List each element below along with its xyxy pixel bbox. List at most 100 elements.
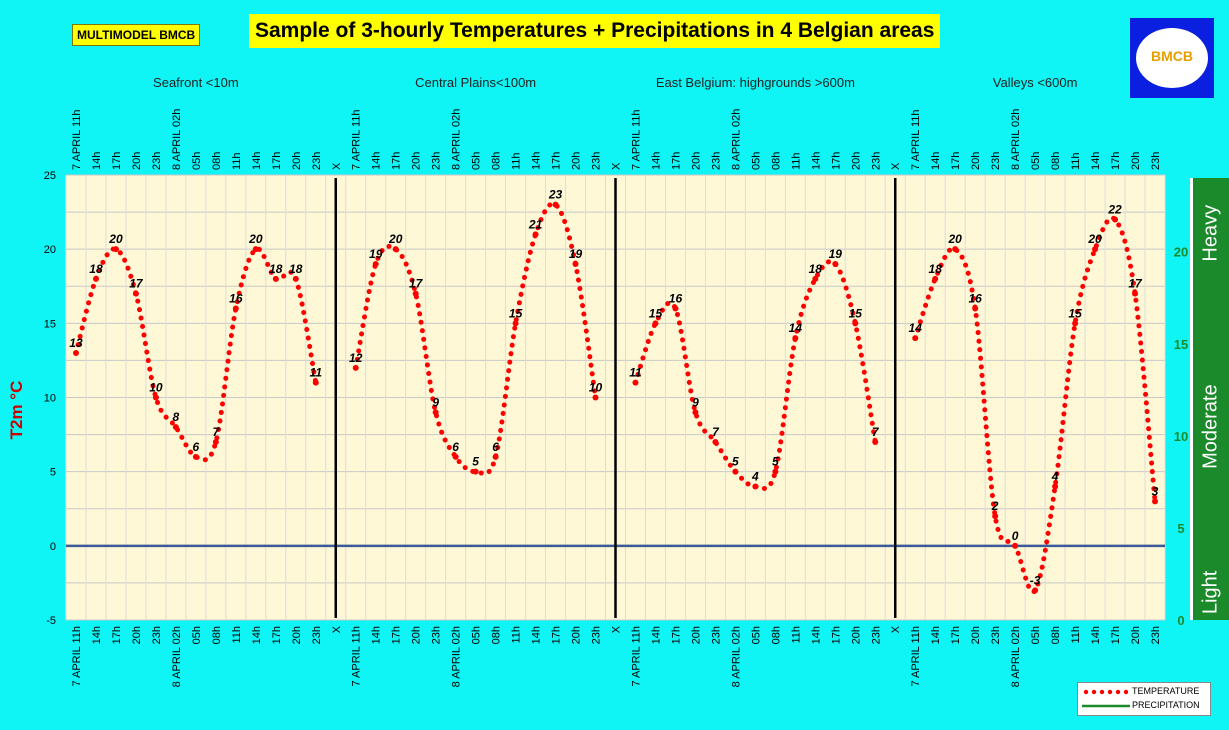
data-label: 5: [472, 455, 479, 469]
temperature-point: [392, 246, 399, 253]
x-tick-label-top: 17h: [670, 152, 682, 170]
legend-precipitation-swatch: [1082, 704, 1130, 708]
temperature-point: [752, 483, 759, 490]
x-tick-label-top: 20h: [411, 152, 423, 170]
x-tick-label-bottom: 14h: [1090, 626, 1102, 644]
x-tick-label-top: 14h: [91, 152, 103, 170]
y-tick-label: 20: [44, 244, 56, 256]
y2-tick-label: 0: [1177, 613, 1184, 628]
data-label: 2: [991, 499, 999, 513]
x-tick-label-bottom: 14h: [371, 626, 383, 644]
x-tick-label-top: 05h: [191, 152, 203, 170]
temperature-point: [352, 364, 359, 371]
logo-text: BMCB: [1151, 48, 1193, 64]
x-tick-label-bottom: 17h: [271, 626, 283, 644]
temperature-point: [592, 394, 599, 401]
data-label: 10: [589, 381, 603, 395]
x-tick-label-bottom: 05h: [750, 626, 762, 644]
x-tick-label-top: 17h: [391, 152, 403, 170]
precip-band-label: Light: [1199, 570, 1221, 614]
x-tick-label-bottom: 14h: [531, 626, 543, 644]
temperature-point: [952, 246, 959, 253]
chart-title: Sample of 3-hourly Temperatures + Precip…: [249, 14, 941, 48]
area-title: Central Plains<100m: [415, 75, 536, 90]
temperature-point: [812, 275, 819, 282]
temperature-point: [232, 305, 239, 312]
temperature-point: [732, 468, 739, 475]
separator-label-top: X: [331, 162, 343, 170]
data-label: 15: [509, 306, 523, 320]
temperature-point: [1072, 320, 1079, 327]
x-tick-label-top: 14h: [930, 152, 942, 170]
data-label: 0: [1012, 529, 1019, 543]
temperature-point: [172, 424, 179, 431]
temperature-point: [372, 261, 379, 267]
x-tick-label-bottom: 14h: [251, 626, 263, 644]
x-tick-label-top: 08h: [770, 152, 782, 170]
x-tick-label-top: 17h: [950, 152, 962, 170]
x-tick-label-bottom: 11h: [231, 626, 243, 644]
data-label: 14: [909, 321, 923, 335]
legend-label-precipitation: PRECIPITATION: [1132, 700, 1200, 710]
temperature-point: [252, 246, 259, 253]
data-label: 15: [649, 306, 663, 320]
x-tick-label-top: 14h: [650, 152, 662, 170]
data-label: 21: [528, 217, 543, 231]
chart-legend: TEMPERATURE PRECIPITATION: [1077, 682, 1211, 716]
data-label: 8: [173, 410, 180, 424]
legend-label-temperature: TEMPERATURE: [1132, 686, 1200, 696]
x-tick-label-bottom: 20h: [970, 626, 982, 644]
x-tick-label-bottom: 11h: [790, 626, 802, 644]
x-tick-label-top: 17h: [271, 152, 283, 170]
precip-band-edge: [1190, 178, 1193, 620]
x-tick-label-top: 7 APRIL 11h: [910, 109, 922, 170]
temperature-point: [692, 409, 699, 416]
x-tick-label-bottom: 17h: [111, 626, 123, 644]
data-label: 4: [1051, 470, 1059, 484]
y2-tick-label: 15: [1174, 337, 1188, 352]
data-label: 15: [849, 306, 863, 320]
data-label: 19: [569, 247, 583, 261]
x-tick-label-top: 17h: [1110, 152, 1122, 170]
x-tick-label-bottom: 17h: [391, 626, 403, 644]
x-tick-label-bottom: 20h: [131, 626, 143, 644]
x-tick-label-top: 11h: [231, 152, 243, 170]
data-label: 3: [1152, 484, 1159, 498]
temperature-point: [472, 468, 479, 475]
temperature-point: [832, 261, 839, 267]
x-tick-label-top: 23h: [990, 152, 1002, 170]
logo-map-icon: [1136, 28, 1208, 88]
x-tick-label-bottom: 14h: [91, 626, 103, 644]
model-badge: MULTIMODEL BMCB: [72, 24, 201, 46]
x-tick-label-bottom: 20h: [850, 626, 862, 644]
x-tick-label-bottom: 23h: [870, 626, 882, 644]
temperature-point: [772, 468, 779, 475]
temperature-point: [852, 320, 859, 327]
x-tick-label-bottom: 23h: [591, 626, 603, 644]
data-label: 22: [1107, 203, 1122, 217]
temperature-point: [272, 275, 279, 282]
x-tick-label-bottom: 08h: [1050, 626, 1062, 644]
temperature-point: [972, 305, 979, 312]
temperature-point: [1092, 246, 1099, 253]
x-tick-label-bottom: 8 APRIL 02h: [171, 626, 183, 687]
x-tick-label-bottom: 17h: [950, 626, 962, 644]
x-tick-label-bottom: 17h: [551, 626, 563, 644]
data-label: 16: [968, 292, 982, 306]
temperature-point: [192, 453, 199, 460]
data-label: 20: [248, 232, 263, 246]
data-label: 11: [310, 366, 323, 380]
data-label: 13: [69, 336, 83, 350]
x-tick-label-top: 23h: [591, 152, 603, 170]
x-tick-label-top: 20h: [850, 152, 862, 170]
x-tick-label-bottom: 05h: [1030, 626, 1042, 644]
x-tick-label-top: 08h: [211, 152, 223, 170]
data-label: 18: [89, 262, 103, 276]
x-tick-label-bottom: 7 APRIL 11h: [351, 626, 363, 687]
data-label: 18: [289, 262, 303, 276]
temperature-point: [432, 409, 439, 416]
temperature-point: [1032, 587, 1039, 594]
data-label: 17: [409, 277, 424, 291]
x-tick-label-bottom: 17h: [1110, 626, 1122, 644]
y-axis-label: T2m °C: [7, 381, 26, 440]
